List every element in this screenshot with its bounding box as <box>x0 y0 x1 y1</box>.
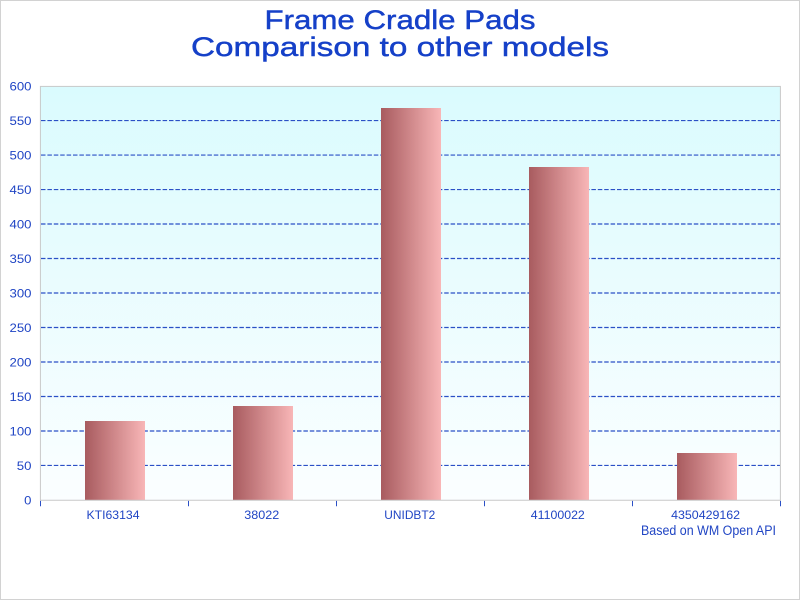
svg-text:450: 450 <box>10 183 32 197</box>
svg-text:600: 600 <box>10 80 32 94</box>
svg-text:Frame Cradle Pads: Frame Cradle Pads <box>265 5 536 35</box>
svg-text:200: 200 <box>10 356 32 370</box>
svg-text:4350429162: 4350429162 <box>671 508 740 522</box>
svg-text:300: 300 <box>10 287 32 301</box>
svg-text:100: 100 <box>10 425 32 439</box>
svg-text:350: 350 <box>10 252 32 266</box>
svg-text:41100022: 41100022 <box>531 508 585 522</box>
svg-text:500: 500 <box>10 149 32 163</box>
svg-text:0: 0 <box>24 494 32 508</box>
svg-text:UNIDBT2: UNIDBT2 <box>384 508 435 522</box>
svg-text:Based on WM Open API: Based on WM Open API <box>641 523 776 538</box>
svg-text:38022: 38022 <box>244 508 279 522</box>
svg-text:50: 50 <box>17 459 32 473</box>
svg-text:250: 250 <box>10 321 32 335</box>
svg-text:150: 150 <box>10 390 32 404</box>
svg-text:KTI63134: KTI63134 <box>87 508 140 522</box>
svg-text:550: 550 <box>10 114 32 128</box>
svg-text:Comparison to other models: Comparison to other models <box>191 32 609 62</box>
svg-text:400: 400 <box>10 218 32 232</box>
